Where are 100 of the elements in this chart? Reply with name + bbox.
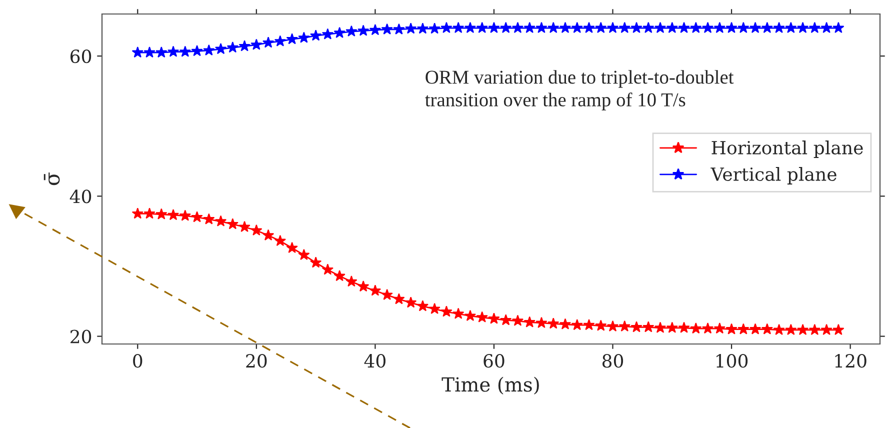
x-tick-label: 40 [364,354,386,368]
point [678,22,690,34]
point [476,22,488,34]
point [393,293,405,304]
point [559,318,572,330]
point [630,22,642,34]
point [334,270,346,282]
point [820,324,832,335]
point [334,26,346,38]
x-tick-label: 100 [716,354,748,368]
point [346,276,358,287]
point [726,323,738,334]
point [440,22,452,34]
point [678,322,690,333]
point [440,306,452,317]
point [820,22,832,34]
point [452,22,464,34]
point [773,324,785,335]
point [203,44,215,56]
point [690,22,702,34]
point [654,22,666,34]
point [310,256,322,268]
point [322,264,334,275]
point [428,22,440,34]
point [250,38,262,50]
point [785,22,797,34]
point [832,22,844,34]
point [298,248,310,260]
x-tick-label: 0 [133,354,142,368]
point [702,22,714,34]
point [381,23,393,34]
point [714,22,726,34]
point [238,220,250,232]
point [583,319,595,330]
point [738,323,750,334]
point [156,208,168,220]
point [559,22,572,34]
point [796,324,809,335]
point [796,22,809,34]
x-tick-label: 60 [484,354,504,368]
point [214,42,227,54]
point [642,22,654,34]
point [464,22,476,34]
point [310,30,322,41]
y-tick-label: 20 [70,330,92,344]
point [749,22,762,34]
y-tick-label: 40 [70,190,92,204]
point [808,324,820,335]
point [191,211,203,222]
x-tick-label: 80 [602,354,624,368]
point [666,322,678,333]
point [761,22,773,34]
point [226,218,238,230]
point [393,23,405,34]
y-axis-title: σ̄ [44,172,60,186]
point [416,300,429,312]
x-axis-title: Time (ms) [442,376,539,395]
point [606,22,619,34]
point [179,210,191,221]
point [500,314,512,326]
point [488,312,500,324]
point [381,288,393,300]
point [548,318,560,329]
point [606,320,619,332]
point [571,319,583,330]
point [500,22,512,34]
point [571,22,583,34]
point [595,320,607,331]
point [405,296,417,308]
point [250,224,262,236]
point [286,33,298,44]
x-tick-label: 20 [246,354,267,368]
point [452,308,464,319]
point [630,321,642,332]
point [512,314,524,326]
point [536,22,548,34]
point [618,22,630,34]
point [262,36,274,48]
point [654,322,666,333]
annotation: ORM variation due to triplet-to-doublet transition over the ramp of 10 T/s [425,70,734,110]
point [642,321,654,332]
point [738,22,750,34]
point [464,310,476,321]
point [405,22,417,34]
x-tick-label: 120 [835,354,866,368]
point [773,22,785,34]
point [144,208,156,219]
point [476,311,488,322]
point [322,28,334,40]
point [618,320,630,332]
point [358,24,370,36]
point [132,208,144,219]
point [785,324,797,335]
point [832,324,844,335]
point [358,280,370,292]
point [286,242,298,254]
point [548,22,560,34]
point [488,22,500,34]
point [238,40,250,52]
point [524,22,536,34]
